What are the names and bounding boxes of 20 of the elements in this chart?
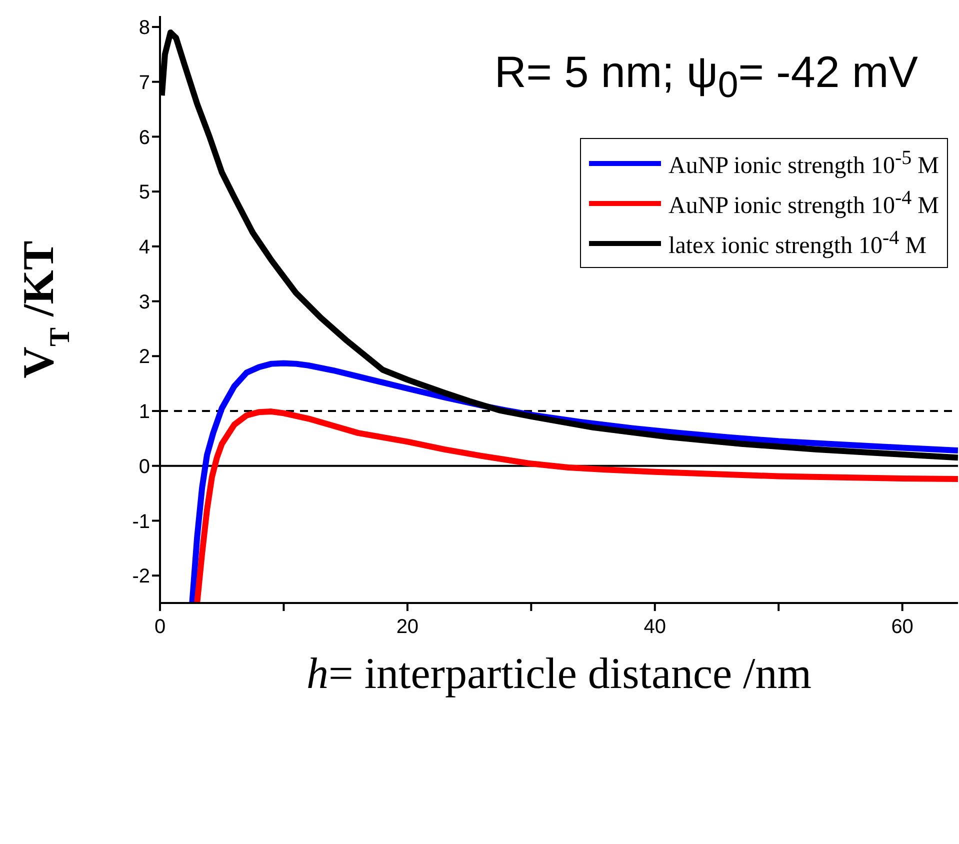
x-tick-label: 60 (891, 616, 914, 638)
y-tick-label: -2 (132, 566, 150, 588)
x-tick-label: 20 (396, 616, 419, 638)
legend-label: latex ionic strength 10$^{-4}$ M (668, 226, 927, 260)
x-axis-title: h= interparticle distance /nm (306, 649, 812, 698)
legend-label: AuNP ionic strength 10$^{-4}$ M (668, 186, 939, 220)
annotation: R= 5 nm; ψ$_{0}$= -42 mV (494, 48, 918, 106)
y-tick-label: 8 (138, 17, 150, 40)
y-tick-label: 1 (138, 401, 150, 424)
x-tick-label: 0 (154, 616, 166, 638)
y-tick-label: 5 (138, 182, 150, 204)
y-tick-label: 4 (138, 236, 150, 259)
y-tick-label: 7 (138, 72, 150, 94)
y-tick-label: 3 (138, 291, 150, 314)
x-tick-label: 40 (644, 616, 666, 638)
y-tick-label: 6 (138, 126, 150, 149)
y-tick-label: -1 (132, 510, 150, 533)
y-tick-label: 2 (138, 346, 150, 368)
legend-label: AuNP ionic strength 10$^{-5}$ M (668, 146, 939, 180)
y-tick-label: 0 (138, 456, 150, 478)
